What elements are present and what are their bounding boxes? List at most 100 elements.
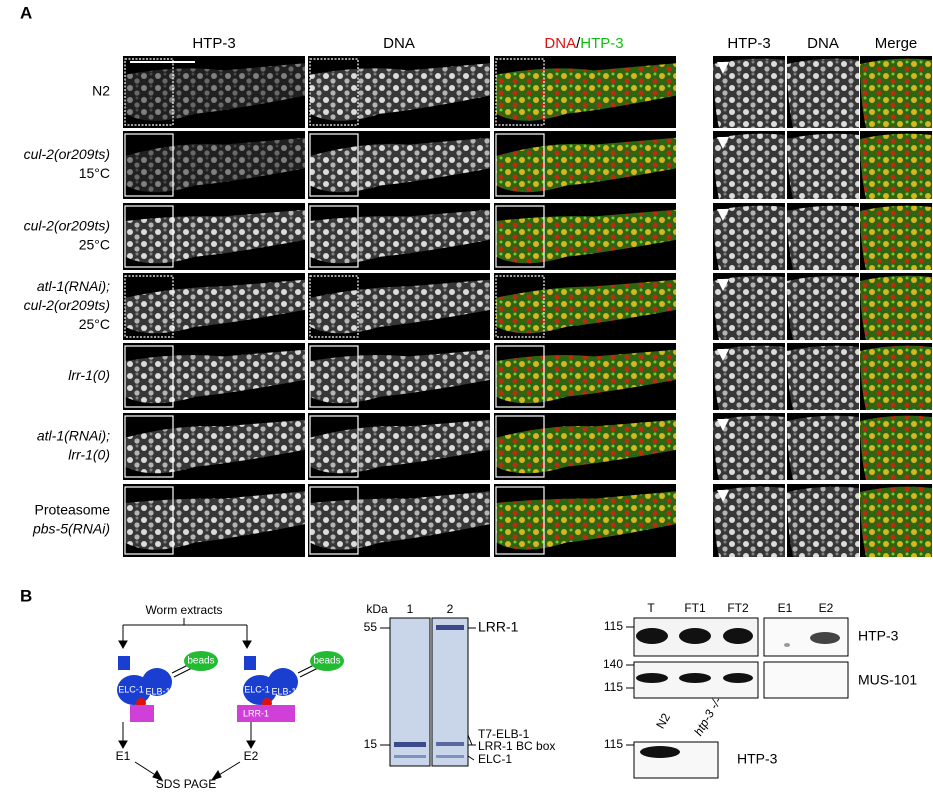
inset-box [124, 275, 174, 338]
tissue [860, 345, 932, 410]
tissue [713, 415, 785, 480]
lane-label: FT2 [727, 601, 749, 615]
arrowhead [717, 419, 729, 431]
row-label: Proteasome [35, 502, 111, 518]
tissue [125, 209, 305, 264]
scheme-text: SDS PAGE [156, 777, 216, 791]
scheme [118, 618, 319, 781]
row-label: cul-2(or209ts) [24, 297, 110, 313]
lane-label: FT1 [684, 601, 706, 615]
inset-box [495, 58, 545, 126]
complex-1 [117, 651, 218, 722]
tissue [310, 209, 490, 264]
lane-label: N2 [653, 711, 673, 732]
band-label: LRR-1 [478, 619, 519, 635]
lane-label: E1 [778, 601, 793, 615]
lane-label: 1 [407, 602, 414, 616]
inset-box [309, 486, 359, 555]
row-label: cul-2(or209ts) [24, 146, 110, 162]
scheme-text: ELB-1 [271, 686, 296, 696]
tissue [310, 491, 490, 550]
inset-box [309, 415, 359, 478]
tissue [713, 205, 785, 270]
tissue [787, 486, 859, 557]
arrowhead [717, 279, 729, 291]
lane-label: T [647, 601, 655, 615]
row-label: cul-2(or209ts) [24, 218, 110, 234]
scheme-text: beads [313, 656, 340, 667]
tissue [125, 419, 305, 474]
inset-box [495, 415, 545, 478]
scheme-text: ELC-1 [244, 684, 270, 694]
tissue [496, 209, 676, 264]
tissue [713, 275, 785, 340]
inset-box [309, 58, 359, 126]
arrowhead [717, 490, 729, 502]
inset-header: Merge [875, 35, 918, 52]
panel-label: B [20, 586, 32, 605]
row-label: 25°C [79, 316, 110, 332]
blot-label: HTP-3 [737, 751, 778, 767]
inset-box [124, 486, 174, 555]
band-label: ELC-1 [478, 752, 512, 766]
tissue [310, 279, 490, 334]
tissue [787, 415, 859, 480]
scheme-text: LRR-1 [243, 708, 269, 718]
scheme-text: Worm extracts [145, 603, 222, 617]
tissue [496, 279, 676, 334]
header-part: / [576, 35, 581, 52]
band-label: T7-ELB-1 [478, 727, 530, 741]
inset-box [124, 345, 174, 408]
tissue [860, 58, 932, 128]
tissue [713, 133, 785, 199]
tissue [496, 349, 676, 404]
inset-box [124, 58, 174, 126]
tissue [125, 279, 305, 334]
tissue [860, 275, 932, 340]
arrowhead [717, 349, 729, 361]
marker-label: 115 [604, 680, 623, 694]
tissue [125, 63, 305, 121]
tissue [787, 133, 859, 199]
scheme-text: beads [187, 656, 214, 667]
row-label: atl-1(RNAi); [37, 428, 110, 444]
tissue [860, 415, 932, 480]
arrowhead [717, 137, 729, 149]
western [626, 617, 849, 779]
tissue [860, 133, 932, 199]
tissue [496, 137, 676, 193]
inset-box [495, 205, 545, 268]
marker-label: 15 [364, 737, 378, 751]
inset-box [495, 275, 545, 338]
inset-box [495, 486, 545, 555]
tissue [310, 63, 490, 121]
marker-label: 55 [364, 620, 378, 634]
inset-box [495, 345, 545, 408]
row-label: lrr-1(0) [68, 447, 110, 463]
inset-box [309, 345, 359, 408]
row-label: 15°C [79, 165, 110, 181]
row-label: N2 [92, 83, 110, 99]
tissue [310, 349, 490, 404]
merge-header: DNA/HTP-3 [544, 35, 623, 52]
tissue [713, 58, 785, 128]
row-label: 25°C [79, 237, 110, 253]
panel-label: A [20, 3, 32, 22]
inset-box [309, 205, 359, 268]
lane-label: htp-3 -/- [691, 695, 724, 738]
inset-box [309, 275, 359, 338]
column-header: HTP-3 [192, 35, 235, 52]
tissue [310, 137, 490, 193]
scheme-text: E1 [116, 749, 131, 763]
lane-label: E2 [819, 601, 834, 615]
tissue [125, 349, 305, 404]
tissue [713, 345, 785, 410]
arrowhead [717, 62, 729, 74]
row-label: atl-1(RNAi); [37, 278, 110, 294]
inset-box [124, 415, 174, 478]
inset-box [495, 133, 545, 197]
row-label: lrr-1(0) [68, 367, 110, 383]
tissue [787, 58, 859, 128]
marker-label: 140 [603, 657, 623, 671]
